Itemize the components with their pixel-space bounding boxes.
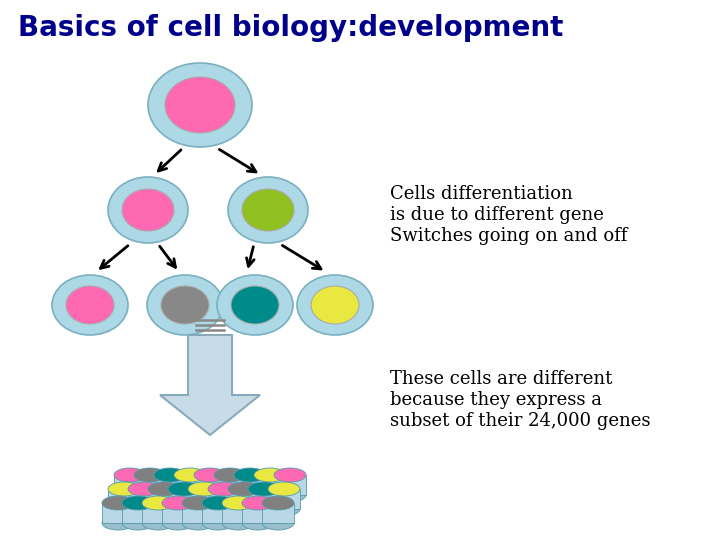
Bar [148,489,180,509]
Bar [174,475,206,495]
Ellipse shape [142,516,174,530]
Bar [242,503,274,523]
Ellipse shape [254,468,286,482]
Bar [254,475,286,495]
Ellipse shape [154,488,186,502]
Ellipse shape [228,177,308,243]
Ellipse shape [165,77,235,133]
Ellipse shape [248,502,280,516]
Ellipse shape [217,275,293,335]
Bar [248,489,280,509]
Ellipse shape [214,468,246,482]
Ellipse shape [234,468,266,482]
Ellipse shape [108,482,140,496]
Ellipse shape [194,488,226,502]
Bar [228,489,260,509]
Ellipse shape [188,502,220,516]
Ellipse shape [254,488,286,502]
Ellipse shape [134,488,166,502]
Ellipse shape [311,286,359,324]
Ellipse shape [154,468,186,482]
Ellipse shape [148,482,180,496]
Bar [182,503,214,523]
Bar [102,503,134,523]
Ellipse shape [242,189,294,231]
Ellipse shape [188,482,220,496]
Ellipse shape [202,516,234,530]
Bar [134,475,166,495]
Ellipse shape [174,468,206,482]
Bar [208,489,240,509]
Ellipse shape [122,189,174,231]
Ellipse shape [122,516,154,530]
Ellipse shape [108,177,188,243]
Bar [202,503,234,523]
Bar [142,503,174,523]
Ellipse shape [222,516,254,530]
Ellipse shape [102,496,134,510]
Ellipse shape [182,516,214,530]
Ellipse shape [134,468,166,482]
Ellipse shape [262,516,294,530]
Ellipse shape [162,516,194,530]
Ellipse shape [194,468,226,482]
Ellipse shape [128,502,160,516]
Ellipse shape [231,286,279,324]
Ellipse shape [162,496,194,510]
Ellipse shape [262,496,294,510]
Ellipse shape [228,502,260,516]
Ellipse shape [168,482,200,496]
Ellipse shape [168,502,200,516]
Bar [194,475,226,495]
Bar [128,489,160,509]
Ellipse shape [274,488,306,502]
Ellipse shape [114,488,146,502]
Ellipse shape [208,482,240,496]
Bar [162,503,194,523]
Ellipse shape [142,496,174,510]
Bar [114,475,146,495]
Bar [168,489,200,509]
Bar [222,503,254,523]
Bar [274,475,306,495]
Ellipse shape [222,496,254,510]
Bar [108,489,140,509]
Ellipse shape [66,286,114,324]
Ellipse shape [114,468,146,482]
Ellipse shape [268,482,300,496]
Ellipse shape [161,286,209,324]
Text: Cells differentiation
is due to different gene
Switches going on and off: Cells differentiation is due to differen… [390,185,627,245]
Bar [154,475,186,495]
Ellipse shape [122,496,154,510]
Bar [262,503,294,523]
Ellipse shape [148,63,252,147]
Ellipse shape [182,496,214,510]
Ellipse shape [274,468,306,482]
Text: Basics of cell biology:development: Basics of cell biology:development [18,14,563,42]
Ellipse shape [234,488,266,502]
Ellipse shape [242,496,274,510]
Ellipse shape [202,496,234,510]
Ellipse shape [248,482,280,496]
Ellipse shape [147,275,223,335]
Polygon shape [160,335,260,435]
Ellipse shape [228,482,260,496]
Bar [214,475,246,495]
Bar [188,489,220,509]
Bar [234,475,266,495]
Ellipse shape [297,275,373,335]
Ellipse shape [108,502,140,516]
Text: These cells are different
because they express a
subset of their 24,000 genes: These cells are different because they e… [390,370,650,430]
Ellipse shape [174,488,206,502]
Ellipse shape [102,516,134,530]
Ellipse shape [52,275,128,335]
Ellipse shape [148,502,180,516]
Ellipse shape [268,502,300,516]
Ellipse shape [208,502,240,516]
Bar [268,489,300,509]
Ellipse shape [242,516,274,530]
Bar [122,503,154,523]
Ellipse shape [214,488,246,502]
Ellipse shape [128,482,160,496]
